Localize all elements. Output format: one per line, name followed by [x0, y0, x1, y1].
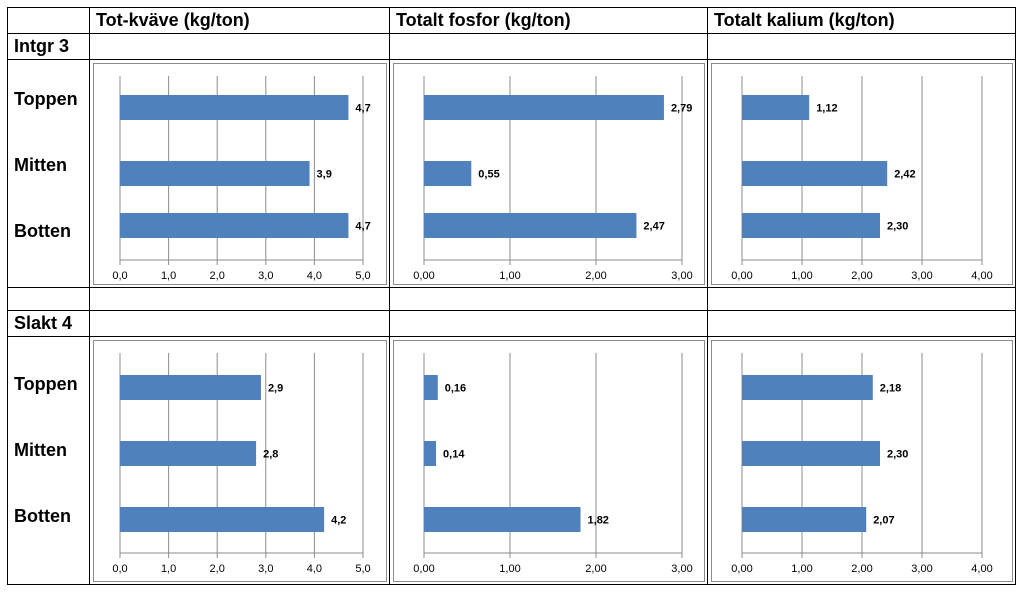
bar-chart: 0,0 1,0 2,0 3,0 4,0 5,0 4,7 3,9 4,7: [112, 76, 371, 282]
bar-chart: 0,00 1,00 2,00 3,00 4,00 2,18 2,30 2,07: [731, 353, 993, 575]
bar-toppen: [742, 95, 810, 120]
bar-botten: [424, 507, 581, 532]
chart-intgr3-nitrogen: 0,0 1,0 2,0 3,0 4,0 5,0 4,7 3,9 4,7: [93, 63, 387, 285]
x-tick-label: 3,00: [911, 563, 932, 575]
chart-cell: 0,0 1,0 2,0 3,0 4,0 5,0 4,7 3,9 4,7: [89, 59, 390, 288]
x-tick-label: 2,00: [851, 563, 872, 575]
bar-mitten: [120, 161, 310, 186]
data-label: 4,7: [355, 103, 370, 115]
row-label-mitten: Mitten: [14, 440, 67, 460]
data-label: 4,2: [331, 515, 346, 527]
bar-toppen: [424, 375, 438, 400]
chart-intgr3-potassium: 0,00 1,00 2,00 3,00 4,00 1,12 2,42 2,30: [711, 63, 1013, 285]
row-label-toppen: Toppen: [14, 89, 78, 109]
data-label: 2,18: [880, 383, 901, 395]
chart-cell: 0,0 1,0 2,0 3,0 4,0 5,0 2,9 2,8 4,2: [89, 336, 390, 585]
bar-botten: [120, 507, 325, 532]
chart-cell: 0,00 1,00 2,00 3,00 4,00 1,12 2,42 2,30: [707, 59, 1016, 288]
data-label: 0,14: [443, 449, 465, 461]
bar-chart: 0,00 1,00 2,00 3,00 2,79 0,55 2,47: [413, 76, 693, 282]
x-tick-label: 1,00: [499, 270, 520, 282]
bar-chart: 0,00 1,00 2,00 3,00 0,16 0,14 1,82: [413, 353, 693, 575]
x-tick-label: 1,00: [791, 563, 812, 575]
x-tick-label: 4,0: [307, 563, 322, 575]
data-label: 3,9: [317, 169, 332, 181]
x-tick-label: 3,00: [671, 270, 692, 282]
x-tick-label: 0,00: [413, 563, 434, 575]
bar-botten: [424, 213, 637, 238]
data-label: 2,79: [671, 103, 692, 115]
bar-botten: [742, 213, 880, 238]
x-tick-label: 1,0: [161, 563, 176, 575]
bar-mitten: [424, 441, 437, 466]
row-labels-intgr3: Toppen Mitten Botten: [7, 59, 90, 288]
bar-chart: 0,0 1,0 2,0 3,0 4,0 5,0 2,9 2,8 4,2: [112, 353, 371, 575]
x-tick-label: 1,0: [161, 270, 176, 282]
results-table: Tot-kväve (kg/ton) Totalt fosfor (kg/ton…: [7, 7, 1016, 585]
bar-toppen: [424, 95, 664, 120]
x-tick-label: 0,00: [731, 270, 752, 282]
x-tick-label: 1,00: [791, 270, 812, 282]
bar-mitten: [424, 161, 472, 186]
row-label-botten: Botten: [14, 506, 71, 526]
row-label-botten: Botten: [14, 221, 71, 241]
chart-slakt4-nitrogen: 0,0 1,0 2,0 3,0 4,0 5,0 2,9 2,8 4,2: [93, 340, 387, 582]
bar-toppen: [120, 375, 261, 400]
chart-slakt4-potassium: 0,00 1,00 2,00 3,00 4,00 2,18 2,30 2,07: [711, 340, 1013, 582]
bar-botten: [742, 507, 867, 532]
row-label-toppen: Toppen: [14, 374, 78, 394]
x-tick-label: 3,00: [671, 563, 692, 575]
group-label-intgr3: Intgr 3: [7, 33, 90, 60]
data-label: 2,8: [263, 449, 278, 461]
column-header-potassium: Totalt kalium (kg/ton): [707, 7, 1016, 34]
x-tick-label: 2,00: [585, 563, 606, 575]
x-tick-label: 2,00: [585, 270, 606, 282]
column-header-phosphorus: Totalt fosfor (kg/ton): [389, 7, 708, 34]
x-tick-label: 0,0: [112, 270, 127, 282]
bar-mitten: [742, 441, 880, 466]
chart-slakt4-phosphorus: 0,00 1,00 2,00 3,00 0,16 0,14 1,82: [393, 340, 705, 582]
chart-cell: 0,00 1,00 2,00 3,00 2,79 0,55 2,47: [389, 59, 708, 288]
data-label: 2,07: [873, 515, 894, 527]
chart-cell: 0,00 1,00 2,00 3,00 4,00 2,18 2,30 2,07: [707, 336, 1016, 585]
bar-toppen: [742, 375, 873, 400]
x-tick-label: 3,0: [258, 563, 273, 575]
bar-mitten: [742, 161, 888, 186]
x-tick-label: 3,00: [911, 270, 932, 282]
data-label: 0,16: [445, 383, 466, 395]
x-tick-label: 0,0: [112, 563, 127, 575]
bar-toppen: [120, 95, 349, 120]
data-label: 2,30: [887, 221, 908, 233]
group-label-slakt4: Slakt 4: [7, 310, 90, 337]
x-tick-label: 0,00: [413, 270, 434, 282]
data-label: 4,7: [355, 221, 370, 233]
x-tick-label: 2,00: [851, 270, 872, 282]
bar-chart: 0,00 1,00 2,00 3,00 4,00 1,12 2,42 2,30: [731, 76, 993, 282]
data-label: 1,12: [816, 103, 837, 115]
column-header-nitrogen: Tot-kväve (kg/ton): [89, 7, 390, 34]
x-tick-label: 2,0: [210, 270, 225, 282]
x-tick-label: 3,0: [258, 270, 273, 282]
data-label: 2,47: [643, 221, 664, 233]
row-label-mitten: Mitten: [14, 155, 67, 175]
x-tick-label: 4,00: [971, 270, 992, 282]
x-tick-label: 5,0: [355, 270, 370, 282]
x-tick-label: 1,00: [499, 563, 520, 575]
chart-cell: 0,00 1,00 2,00 3,00 0,16 0,14 1,82: [389, 336, 708, 585]
data-label: 0,55: [478, 169, 499, 181]
x-tick-label: 4,00: [971, 563, 992, 575]
x-tick-label: 2,0: [210, 563, 225, 575]
chart-intgr3-phosphorus: 0,00 1,00 2,00 3,00 2,79 0,55 2,47: [393, 63, 705, 285]
x-tick-label: 5,0: [355, 563, 370, 575]
bar-mitten: [120, 441, 257, 466]
x-tick-label: 4,0: [307, 270, 322, 282]
data-label: 2,42: [894, 169, 915, 181]
row-labels-slakt4: Toppen Mitten Botten: [7, 336, 90, 585]
data-label: 2,30: [887, 449, 908, 461]
bar-botten: [120, 213, 349, 238]
x-tick-label: 0,00: [731, 563, 752, 575]
corner-cell: [7, 7, 90, 34]
data-label: 2,9: [268, 383, 283, 395]
data-label: 1,82: [588, 515, 609, 527]
